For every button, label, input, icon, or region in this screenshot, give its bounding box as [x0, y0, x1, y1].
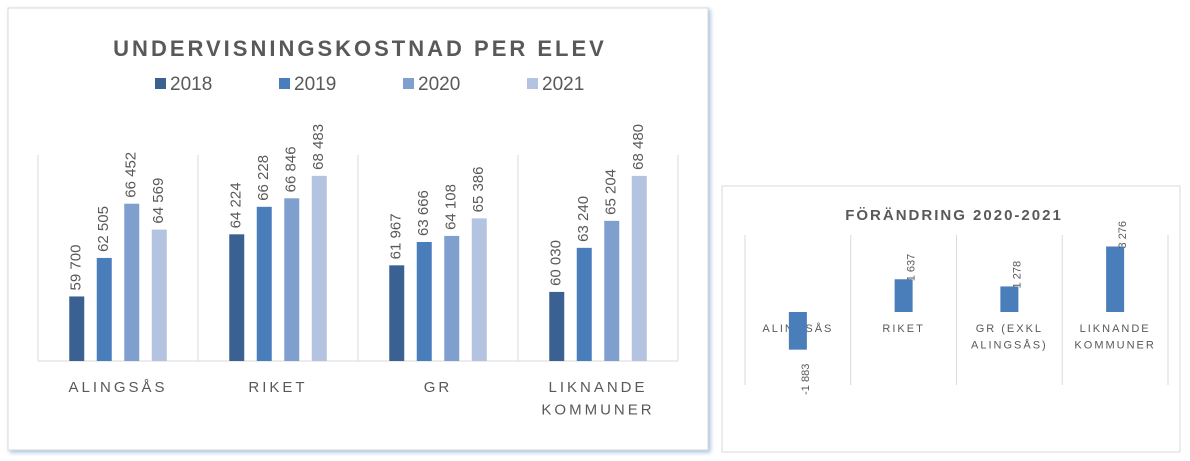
chart-title: FÖRÄNDRING 2020-2021 [845, 207, 1063, 224]
data-label: 66 452 [123, 152, 140, 198]
data-label: 64 224 [228, 182, 245, 228]
legend-label: 2020 [418, 74, 460, 95]
data-label: 1 637 [906, 254, 918, 282]
bar [311, 175, 327, 361]
bar [389, 265, 405, 361]
data-label: 1 278 [1011, 261, 1023, 289]
data-label: 66 228 [255, 155, 272, 201]
bar [1106, 246, 1125, 312]
data-label: 59 700 [68, 245, 85, 291]
data-label: 63 666 [415, 190, 432, 236]
bar [788, 312, 807, 350]
bar [151, 229, 167, 361]
legend-swatch [279, 78, 290, 89]
bar [416, 241, 432, 361]
data-label: 64 569 [150, 178, 167, 224]
bar [549, 291, 565, 361]
legend-swatch [527, 78, 538, 89]
data-label: 65 386 [470, 166, 487, 212]
bar [284, 198, 300, 361]
data-label: 65 204 [603, 169, 620, 215]
data-label: 63 240 [575, 196, 592, 242]
bar [631, 175, 647, 361]
legend-label: 2021 [542, 74, 584, 95]
bar [604, 220, 620, 361]
data-label: 68 483 [310, 124, 327, 170]
x-tick-label: LIKNANDE KOMMUNER [541, 379, 654, 419]
data-label: 68 480 [630, 124, 647, 170]
x-tick-label: RIKET [882, 323, 924, 335]
x-tick-label: GR [424, 379, 453, 396]
legend-swatch [403, 78, 414, 89]
bar [256, 206, 272, 361]
bar [124, 203, 140, 361]
legend-swatch [155, 78, 166, 89]
bar [576, 247, 592, 361]
bar [229, 234, 245, 361]
bar [1000, 286, 1019, 312]
bar [894, 279, 913, 312]
data-label: 61 967 [388, 213, 405, 259]
bar [69, 296, 85, 361]
legend-label: 2019 [294, 74, 336, 95]
bar [444, 235, 460, 361]
data-label: 60 030 [548, 240, 565, 286]
data-label: 3 276 [1117, 221, 1129, 249]
x-tick-label: GR (EXKL ALINGSÅS) [971, 323, 1048, 352]
bar [96, 257, 112, 361]
x-tick-label: ALINGSÅS [68, 379, 167, 396]
x-tick-label: LIKNANDE KOMMUNER [1074, 323, 1155, 352]
data-label: 64 108 [443, 184, 460, 230]
legend-label: 2018 [170, 74, 212, 95]
chart-title: UNDERVISNINGSKOSTNAD PER ELEV [113, 36, 607, 61]
data-label: 62 505 [95, 206, 112, 252]
x-tick-label: RIKET [248, 379, 307, 396]
data-label: 66 846 [283, 146, 300, 192]
bar [471, 218, 487, 361]
data-label: -1 883 [800, 364, 812, 395]
